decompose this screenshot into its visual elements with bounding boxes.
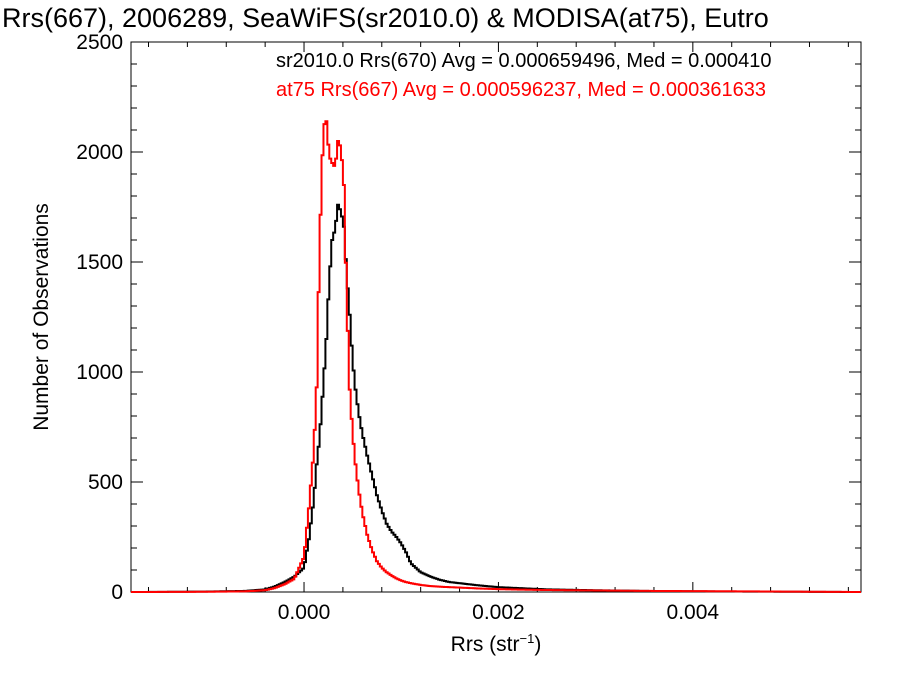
y-tick-label: 0 [111,581,123,604]
series-group [131,120,861,593]
series-line-1 [131,120,861,593]
y-tick-label: 2500 [76,31,123,54]
legend-entry-at75: at75 Rrs(667) Avg = 0.000596237, Med = 0… [276,79,766,101]
x-tick-label: 0.002 [472,601,525,624]
x-axis-label-main: Rrs (str [451,633,520,656]
plot-area [130,41,862,593]
y-tick-label: 500 [88,471,123,494]
plot-frame [130,41,862,593]
series-line-0 [131,203,861,593]
x-tick-label: 0.000 [278,601,331,624]
x-axis-label-sup: −1 [520,631,535,646]
y-tick-labels: 0 500 1000 1500 2000 2500 [76,31,123,604]
legend-entry-sr2010: sr2010.0 Rrs(670) Avg = 0.000659496, Med… [276,50,772,72]
y-tick-label: 2000 [76,141,123,164]
x-axis-label: Rrs (str−1) [451,631,542,656]
x-tick-label: 0.004 [667,601,720,624]
y-tick-label: 1500 [76,251,123,274]
x-tick-labels: 0.000 0.002 0.004 [278,601,720,624]
x-axis-label-end: ) [534,633,541,656]
axis-ticks [131,41,861,593]
chart-title: Rrs(667), 2006289, SeaWiFS(sr2010.0) & M… [2,3,769,33]
y-tick-label: 1000 [76,361,123,384]
y-axis-label: Number of Observations [30,203,53,431]
